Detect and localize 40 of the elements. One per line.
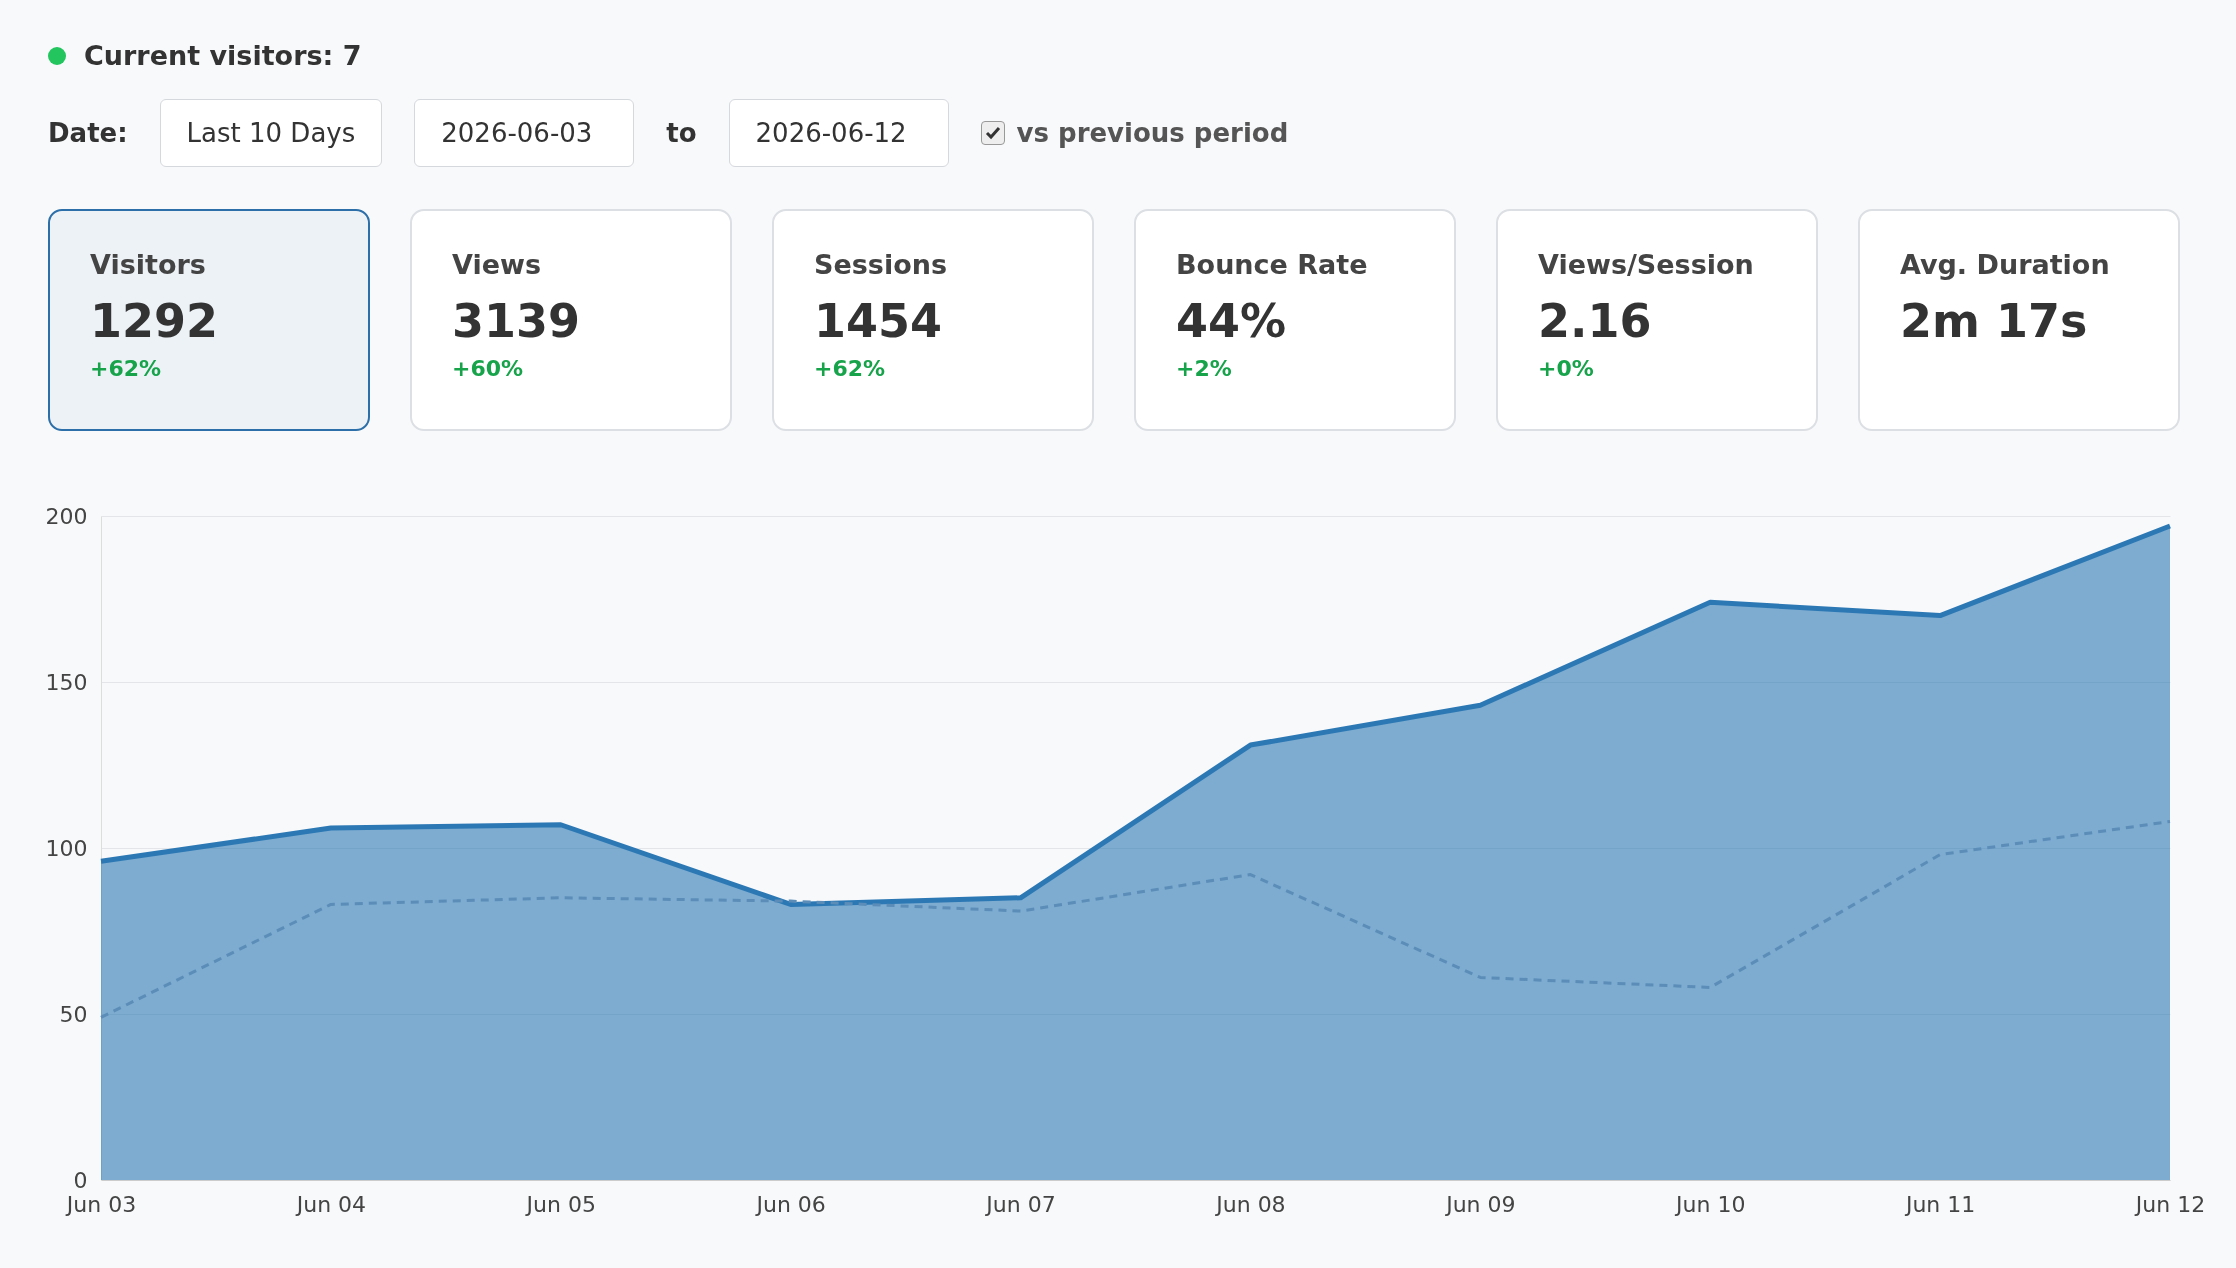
y-tick-label: 50 <box>59 1001 88 1027</box>
y-tick-label: 0 <box>73 1167 88 1193</box>
y-tick-label: 100 <box>45 835 88 861</box>
text: to <box>666 118 697 148</box>
text: +0% <box>1538 356 1595 381</box>
text: Visitors <box>90 249 207 280</box>
x-tick-label: Jun 08 <box>1214 1191 1286 1217</box>
text: Bounce Rate <box>1176 249 1369 280</box>
text: 2026-06-12 <box>728 99 949 167</box>
x-tick-label: Jun 09 <box>1444 1191 1516 1217</box>
x-tick-label: Jun 12 <box>2133 1191 2206 1217</box>
x-tick-label: Jun 10 <box>1674 1191 1746 1217</box>
text: +2% <box>1176 356 1233 381</box>
x-tick-label: Jun 11 <box>1903 1191 1976 1217</box>
text: 2.16 <box>1538 294 1653 348</box>
text: Date: <box>48 118 128 148</box>
x-tick-label: Jun 05 <box>524 1191 596 1217</box>
text: 1454 <box>814 294 944 348</box>
text: Avg. Duration <box>1900 249 2111 280</box>
text: Views/Session <box>1538 249 1755 280</box>
text: +60% <box>452 356 525 381</box>
y-tick-label: 150 <box>45 669 88 695</box>
text: Current visitors: 7 <box>84 40 362 71</box>
x-tick-label: Jun 03 <box>64 1191 137 1217</box>
x-tick-label: Jun 06 <box>754 1191 826 1217</box>
text: Sessions <box>814 249 948 280</box>
text: +62% <box>90 356 163 381</box>
text: vs previous period <box>1016 118 1289 148</box>
text: 3139 <box>452 294 582 348</box>
line-series <box>99 819 2172 1019</box>
x-tick-label: Jun 07 <box>984 1191 1056 1217</box>
text: 2026-06-03 <box>414 99 635 167</box>
text: 44% <box>1176 294 1288 348</box>
x-tick-label: Jun 04 <box>294 1191 367 1217</box>
text: Last 10 Days <box>159 99 383 167</box>
text: 2m 17s <box>1900 294 2089 348</box>
y-tick-label: 200 <box>45 503 88 529</box>
text: Views <box>452 249 542 280</box>
text: 1292 <box>90 294 220 348</box>
text: +62% <box>814 356 887 381</box>
